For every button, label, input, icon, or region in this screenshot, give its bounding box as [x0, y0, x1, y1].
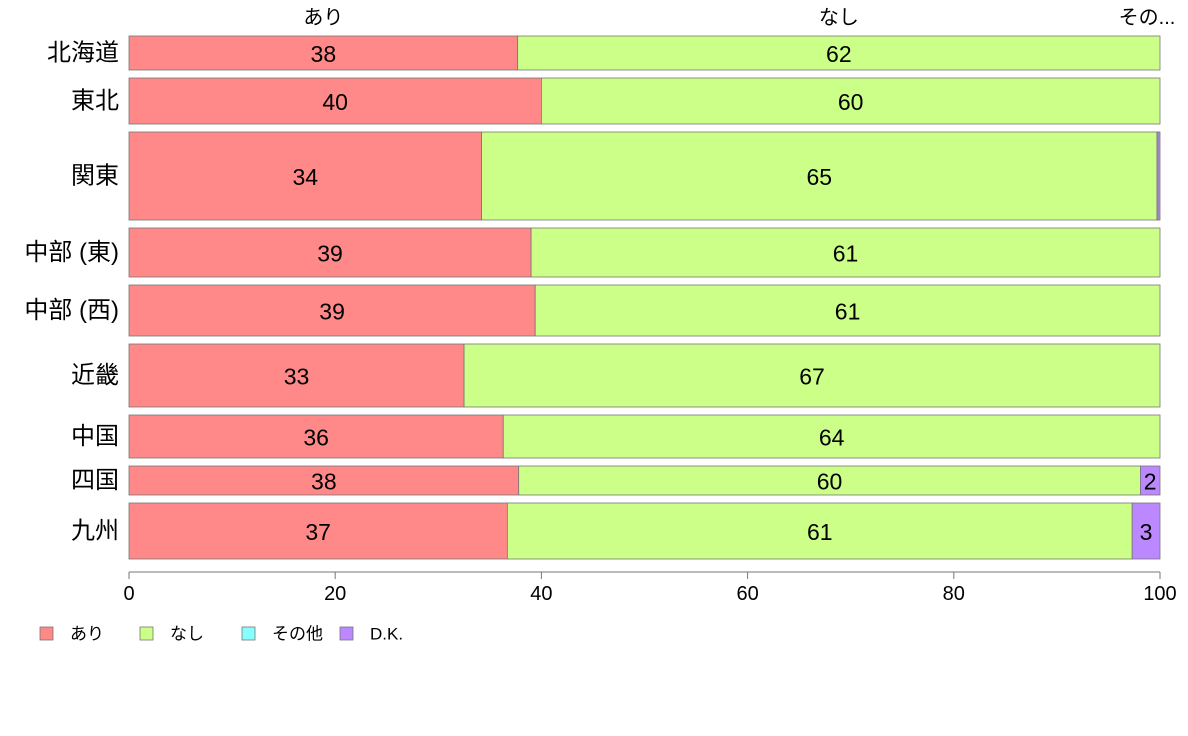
bar-value-label: 61 [835, 299, 861, 325]
legend-swatch [139, 626, 154, 641]
bar-value-label: 64 [819, 425, 845, 451]
legend-swatch [39, 626, 54, 641]
top-series-label: その... [1119, 7, 1176, 29]
bar-segment [128, 414, 504, 459]
bar-segment [128, 77, 542, 125]
bar-value-label: 3 [1140, 519, 1153, 545]
bar-segment [1131, 502, 1161, 560]
bar-segment [534, 284, 1161, 337]
bar-value-label: 37 [305, 519, 331, 545]
bar-value-label: 38 [311, 41, 337, 67]
bar-value-label: 39 [317, 241, 343, 267]
bar-value-label: 38 [311, 469, 337, 495]
x-tick-label: 20 [324, 583, 346, 605]
bar-value-label: 61 [807, 519, 833, 545]
bar-value-label: 60 [817, 469, 843, 495]
bar-segment [541, 77, 1161, 125]
top-series-label: あり [303, 7, 343, 29]
bar-segment [128, 131, 483, 221]
bar-segment [502, 414, 1161, 459]
legend-label: D.K. [370, 625, 403, 644]
bar-value-label: 34 [293, 164, 319, 190]
category-label: 北海道 [47, 40, 119, 67]
bar-segment [463, 343, 1161, 408]
legend-label: あり [70, 625, 104, 644]
bar-value-label: 67 [799, 364, 825, 390]
category-label: 近畿 [71, 362, 119, 389]
category-label: 東北 [71, 88, 119, 115]
category-label: 九州 [71, 518, 119, 545]
bar-segment [481, 131, 1158, 221]
bar-value-label: 61 [833, 241, 859, 267]
category-label: 四国 [71, 467, 119, 494]
category-label: 中国 [71, 423, 119, 450]
top-series-label: なし [819, 7, 859, 29]
x-tick-label: 100 [1143, 583, 1176, 605]
x-tick-label: 80 [943, 583, 965, 605]
bar-segment [530, 227, 1161, 278]
bar-segment [128, 284, 536, 337]
bar-segment [506, 502, 1133, 560]
bar-segment [128, 35, 519, 71]
bar-value-label: 65 [806, 164, 832, 190]
x-tick-label: 60 [736, 583, 758, 605]
bar-value-label: 40 [322, 89, 348, 115]
bar-value-label: 2 [1144, 469, 1157, 495]
bar-segment [128, 343, 465, 408]
bar-value-label: 60 [838, 89, 864, 115]
bar-value-label: 33 [284, 364, 310, 390]
legend-swatch [241, 626, 256, 641]
x-tick-label: 0 [123, 583, 134, 605]
category-label: 中部 (東) [24, 239, 119, 266]
bar-segment [128, 502, 508, 560]
bar-segment [128, 227, 532, 278]
legend-swatch [339, 626, 354, 641]
category-label: 関東 [71, 163, 119, 190]
bar-value-label: 39 [319, 299, 345, 325]
bar-segment [1157, 131, 1161, 221]
legend-label: その他 [272, 625, 323, 644]
bar-segment [1140, 465, 1161, 496]
x-tick-label: 40 [530, 583, 552, 605]
bar-value-label: 36 [303, 425, 329, 451]
bar-value-label: 62 [826, 41, 852, 67]
bar-segment [517, 35, 1161, 71]
bar-segment [128, 465, 520, 496]
category-label: 中部 (西) [24, 297, 119, 324]
legend-label: なし [170, 625, 204, 644]
